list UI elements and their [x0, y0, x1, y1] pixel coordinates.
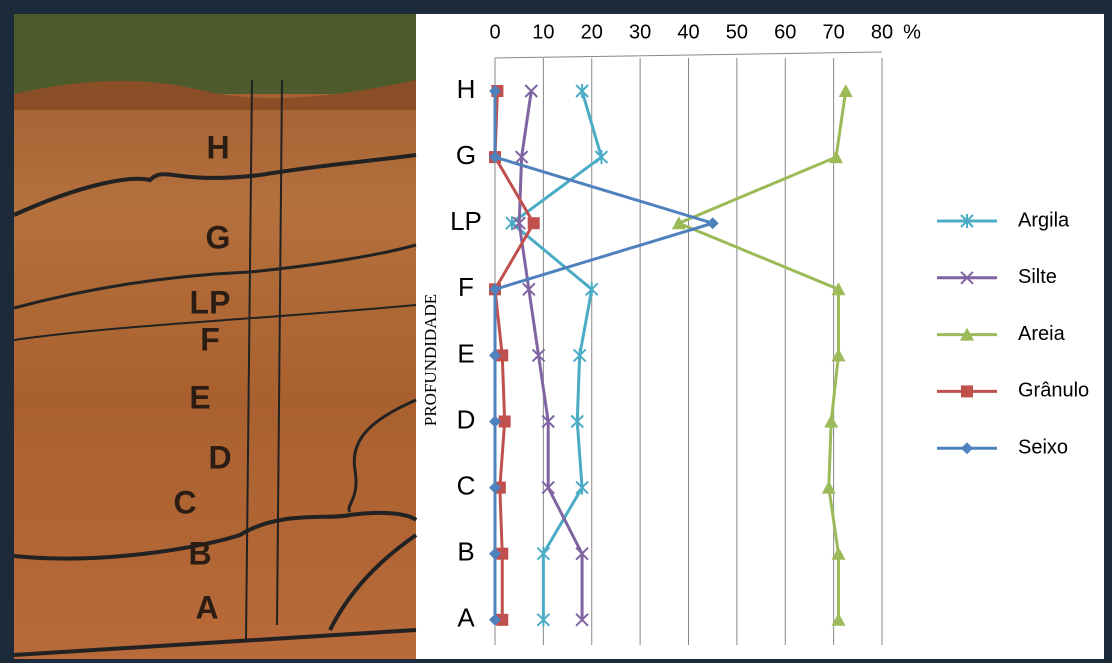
x-tick-label: 60 — [774, 21, 796, 43]
x-tick-label: 20 — [581, 21, 603, 43]
y-tick-label: F — [458, 272, 474, 302]
data-point — [528, 217, 540, 229]
layer-label: C — [173, 484, 196, 520]
figure: HGLPFEDCBA 01020304050607080%PROFUNDIDAD… — [0, 0, 1112, 663]
layer-label: D — [208, 439, 231, 475]
layer-label: F — [200, 321, 220, 357]
layer-label: G — [206, 219, 231, 255]
layer-label: LP — [190, 284, 231, 320]
x-tick-label: 50 — [726, 21, 748, 43]
legend-marker — [961, 385, 973, 397]
y-tick-label: E — [457, 338, 474, 368]
y-tick-label: H — [457, 74, 476, 104]
legend-label: Argila — [1018, 209, 1070, 231]
y-tick-label: D — [457, 404, 476, 434]
x-tick-label: 10 — [532, 21, 554, 43]
layer-label: E — [189, 379, 210, 415]
x-tick-label: 30 — [629, 21, 651, 43]
y-tick-label: A — [457, 603, 475, 633]
legend-label: Grânulo — [1018, 380, 1089, 402]
x-tick-label: 40 — [677, 21, 699, 43]
y-axis-label: PROFUNDIDADE — [421, 294, 440, 426]
y-tick-label: G — [456, 140, 476, 170]
x-tick-label: 70 — [823, 21, 845, 43]
legend-label: Seixo — [1018, 436, 1068, 458]
layer-label: A — [195, 589, 218, 625]
x-tick-label: 80 — [871, 21, 893, 43]
x-tick-label: 0 — [489, 21, 500, 43]
legend-label: Silte — [1018, 266, 1057, 288]
y-tick-label: B — [457, 537, 474, 567]
legend-label: Areia — [1018, 323, 1066, 345]
x-unit: % — [903, 21, 921, 43]
layer-label: H — [206, 129, 229, 165]
y-tick-label: LP — [450, 206, 482, 236]
y-tick-label: C — [457, 470, 476, 500]
layer-label: B — [188, 535, 211, 571]
